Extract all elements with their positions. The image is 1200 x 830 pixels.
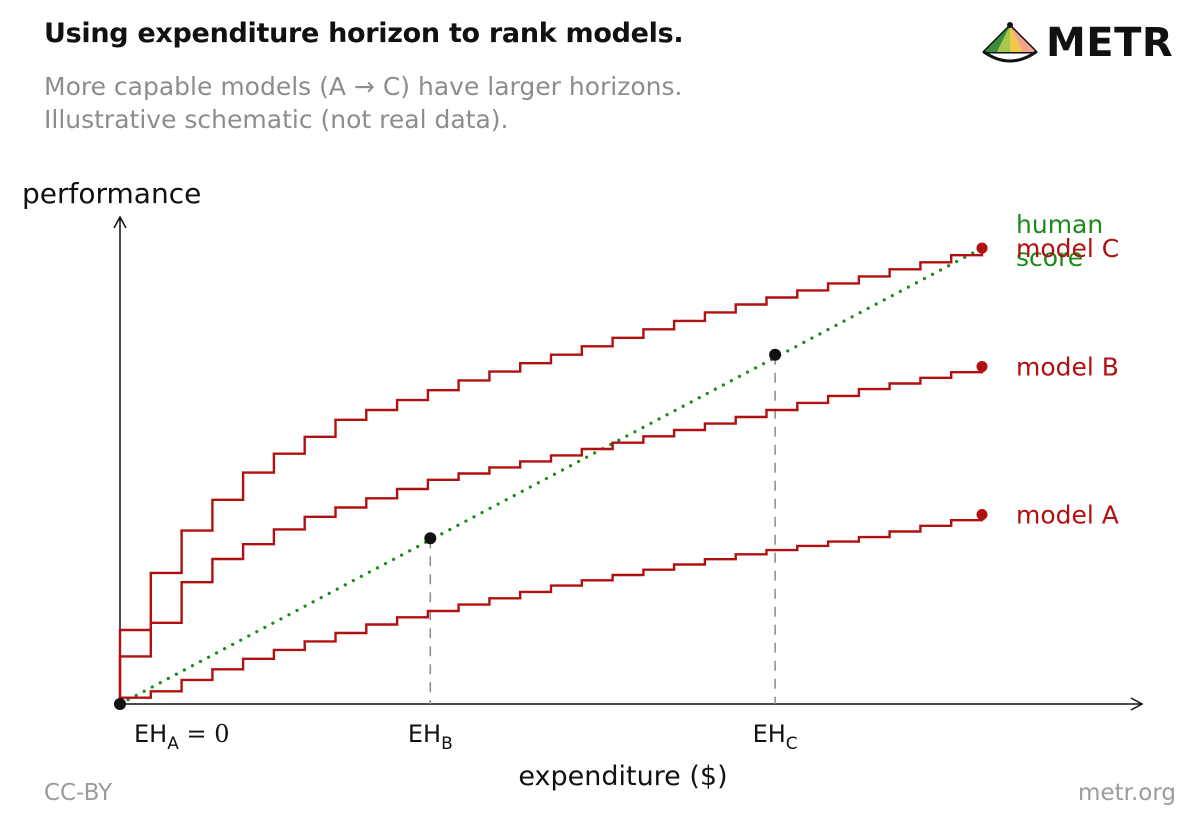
series-label-human-score-line2: score bbox=[1016, 243, 1083, 272]
horizon-guides bbox=[429, 354, 776, 704]
series-model-a-line bbox=[118, 514, 984, 704]
intersection-eh-b bbox=[424, 532, 437, 545]
page-subtitle: More capable models (A → C) have larger … bbox=[44, 70, 682, 136]
series-model-a-endpoint bbox=[976, 509, 988, 521]
site-link[interactable]: metr.org bbox=[1078, 780, 1176, 806]
series-label-model-a: model A bbox=[1016, 501, 1119, 530]
page-title: Using expenditure horizon to rank models… bbox=[44, 18, 684, 49]
intersection-eh-c bbox=[769, 348, 782, 361]
series-model-c-endpoint bbox=[976, 242, 988, 254]
intersection-points bbox=[114, 348, 782, 710]
x-axis-arrow bbox=[1130, 697, 1144, 711]
x-tick-label-eh-b: EHB bbox=[408, 720, 453, 754]
x-tick-labels: EHA = 0 EHB EHC bbox=[134, 720, 798, 754]
license-label: CC-BY bbox=[44, 780, 113, 806]
y-axis-arrow bbox=[113, 215, 127, 229]
logo-wordmark: METR bbox=[1046, 20, 1174, 66]
series-model-c-line bbox=[118, 248, 984, 704]
subtitle-line-2: Illustrative schematic (not real data). bbox=[44, 105, 509, 134]
y-axis-label: performance bbox=[22, 177, 201, 210]
intersection-eh-a bbox=[114, 698, 126, 710]
series-group bbox=[118, 242, 988, 706]
subtitle-line-1: More capable models (A → C) have larger … bbox=[44, 72, 683, 101]
series-model-b-endpoint bbox=[976, 361, 988, 373]
metr-logo: METR bbox=[980, 18, 1180, 70]
x-tick-label-eh-c: EHC bbox=[753, 720, 798, 754]
x-tick-label-eh-a: EHA = 0 bbox=[134, 720, 230, 754]
series-human-score-line bbox=[118, 246, 984, 706]
series-label-model-c: model C bbox=[1016, 234, 1119, 263]
axes bbox=[113, 215, 1144, 711]
x-axis-label: expenditure ($) bbox=[518, 761, 727, 792]
series-label-model-b: model B bbox=[1016, 353, 1119, 382]
series-label-human-score-line1: human bbox=[1016, 210, 1103, 239]
series-model-b-line bbox=[118, 366, 984, 704]
metr-fan-logo-icon bbox=[982, 22, 1038, 63]
